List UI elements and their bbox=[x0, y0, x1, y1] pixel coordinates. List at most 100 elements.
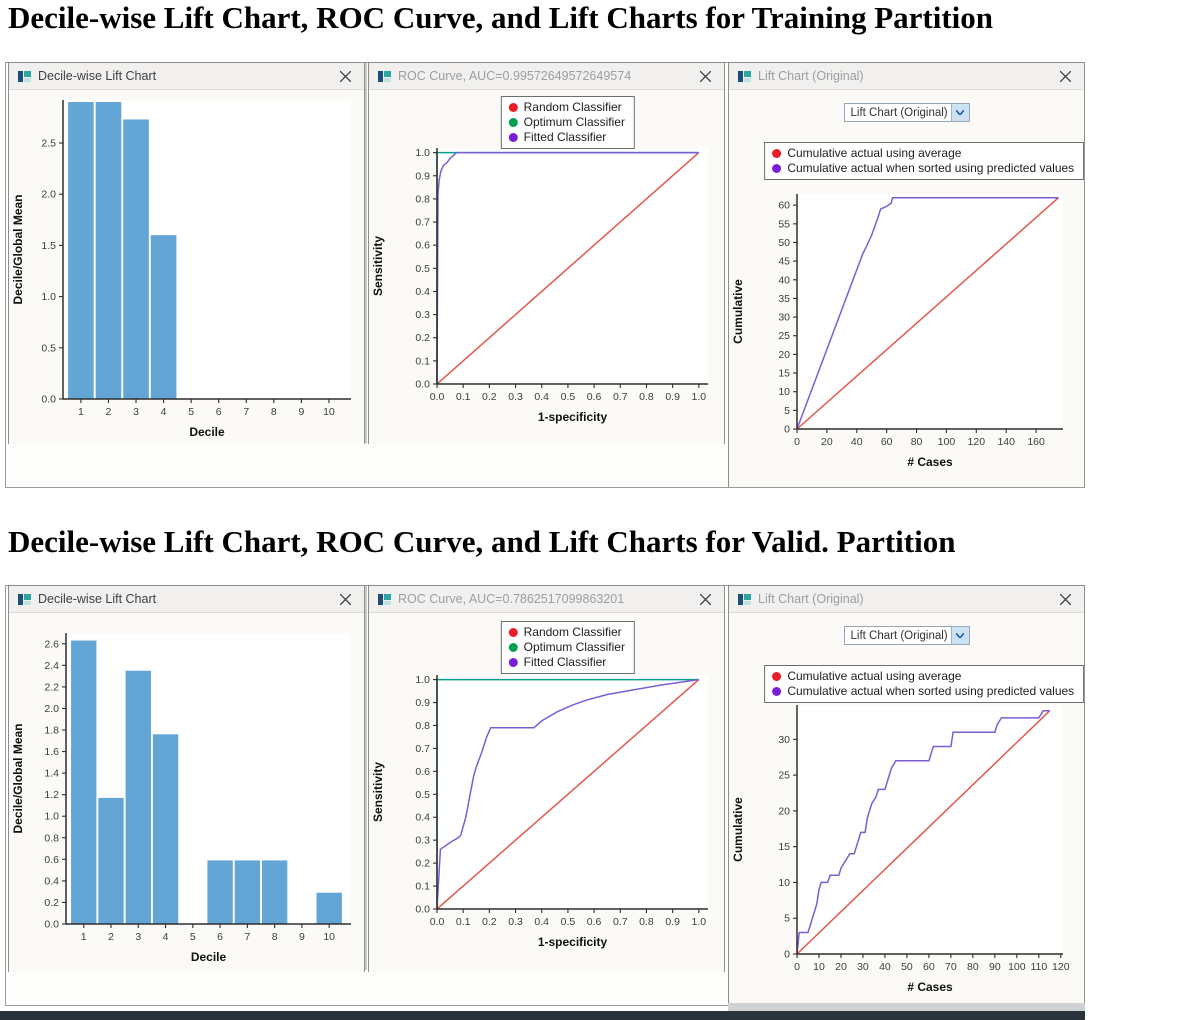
svg-text:9: 9 bbox=[299, 931, 305, 943]
close-icon[interactable] bbox=[695, 66, 715, 86]
roc-chart-validation: 0.0 0.1 0.2 0.3 0.4 0.5 0.6 0.7 0.8 0.9 1.0 0.0 0.1 0… bbox=[371, 674, 708, 949]
chevron-down-icon bbox=[950, 104, 969, 121]
svg-text:10: 10 bbox=[323, 406, 335, 418]
svg-text:8: 8 bbox=[271, 406, 277, 418]
lift-legend: Cumulative actual using average Cumulati… bbox=[764, 142, 1085, 180]
window-lift-validation: Lift Chart (Original) Lift Chart (Origin… bbox=[728, 585, 1085, 1003]
window-titlebar[interactable]: Decile-wise Lift Chart bbox=[9, 63, 364, 89]
svg-text:55: 55 bbox=[778, 218, 790, 230]
lift-chart-type-dropdown[interactable]: Lift Chart (Original) bbox=[843, 626, 970, 645]
svg-text:5: 5 bbox=[188, 406, 194, 418]
svg-text:0.5: 0.5 bbox=[415, 789, 430, 801]
svg-text:35: 35 bbox=[778, 293, 790, 305]
svg-text:1.6: 1.6 bbox=[44, 746, 59, 758]
svg-text:0.6: 0.6 bbox=[415, 240, 430, 252]
svg-text:9: 9 bbox=[298, 406, 304, 418]
svg-text:0.3: 0.3 bbox=[508, 391, 523, 403]
svg-text:0.9: 0.9 bbox=[415, 170, 430, 182]
svg-text:40: 40 bbox=[879, 961, 891, 973]
close-icon[interactable] bbox=[1055, 66, 1075, 86]
svg-text:0.8: 0.8 bbox=[415, 193, 430, 205]
lift-chart-validation: 0 10 20 30 40 50 60 70 80 90 100 110 120 0 5 10 15 20 25 30… bbox=[731, 705, 1070, 994]
svg-text:2.5: 2.5 bbox=[41, 138, 56, 150]
svg-text:2.2: 2.2 bbox=[44, 681, 59, 693]
svg-text:3: 3 bbox=[133, 406, 139, 418]
svg-text:1-specificity: 1-specificity bbox=[538, 935, 608, 949]
svg-text:0.1: 0.1 bbox=[415, 881, 430, 893]
window-titlebar[interactable]: Lift Chart (Original) bbox=[729, 63, 1084, 89]
close-icon[interactable] bbox=[335, 66, 355, 86]
svg-text:0: 0 bbox=[794, 961, 800, 973]
svg-text:2.4: 2.4 bbox=[44, 660, 59, 672]
bottom-gray-strip bbox=[728, 1003, 1085, 1011]
svg-text:4: 4 bbox=[163, 931, 169, 943]
svg-text:15: 15 bbox=[778, 841, 790, 853]
roc-legend: Random Classifier Optimum Classifier Fit… bbox=[500, 96, 635, 149]
legend-label: Random Classifier bbox=[523, 100, 622, 114]
legend-label: Random Classifier bbox=[523, 625, 622, 639]
heading-training-partition: Decile-wise Lift Chart, ROC Curve, and L… bbox=[8, 0, 994, 35]
legend-dot bbox=[772, 672, 782, 681]
svg-text:120: 120 bbox=[968, 436, 986, 448]
svg-text:10: 10 bbox=[778, 386, 790, 398]
lift-chart-type-dropdown[interactable]: Lift Chart (Original) bbox=[843, 103, 970, 122]
svg-text:0.0: 0.0 bbox=[415, 904, 430, 916]
window-titlebar[interactable]: ROC Curve, AUC=0.99572649572649574 bbox=[369, 63, 724, 89]
bottom-dark-bar bbox=[0, 1011, 1085, 1020]
svg-text:1: 1 bbox=[78, 406, 84, 418]
close-icon[interactable] bbox=[1055, 589, 1075, 609]
svg-text:0.6: 0.6 bbox=[587, 391, 602, 403]
window-roc-training: ROC Curve, AUC=0.99572649572649574 Rando… bbox=[368, 62, 725, 444]
svg-text:Decile: Decile bbox=[189, 425, 225, 439]
svg-text:1.2: 1.2 bbox=[44, 789, 59, 801]
svg-text:0.0: 0.0 bbox=[44, 919, 59, 931]
roc-chart-training: 0.0 0.1 0.2 0.3 0.4 0.5 0.6 0.7 0.8 0.9 1.0 0.0 0.1 0… bbox=[371, 147, 708, 424]
window-title: Decile-wise Lift Chart bbox=[38, 592, 157, 606]
legend-dot bbox=[772, 164, 782, 173]
svg-text:30: 30 bbox=[778, 312, 790, 324]
svg-text:Cumulative: Cumulative bbox=[731, 797, 745, 862]
svg-text:160: 160 bbox=[1027, 436, 1045, 448]
svg-text:30: 30 bbox=[857, 961, 869, 973]
svg-text:10: 10 bbox=[778, 877, 790, 889]
svg-text:45: 45 bbox=[778, 256, 790, 268]
svg-text:0.8: 0.8 bbox=[639, 391, 654, 403]
window-title: Lift Chart (Original) bbox=[758, 69, 864, 83]
svg-text:5: 5 bbox=[784, 913, 790, 925]
window-titlebar[interactable]: Lift Chart (Original) bbox=[729, 586, 1084, 612]
svg-text:6: 6 bbox=[216, 406, 222, 418]
legend-label: Cumulative actual when sorted using pred… bbox=[787, 684, 1075, 698]
svg-text:0.7: 0.7 bbox=[415, 217, 430, 229]
legend-dot bbox=[772, 687, 782, 696]
svg-text:0.1: 0.1 bbox=[456, 916, 471, 928]
window-title: ROC Curve, AUC=0.7862517099863201 bbox=[398, 592, 625, 606]
svg-text:1: 1 bbox=[81, 931, 87, 943]
svg-text:0.4: 0.4 bbox=[534, 391, 549, 403]
background-scrollbar-strip bbox=[364, 586, 367, 970]
legend-dot bbox=[508, 628, 518, 637]
chart-area: 1 2 3 4 5 6 7 8 9 10 0.0 0.2 0.4 0.6 0.8 1.0 1.2 1.4 1.6 1.… bbox=[9, 612, 364, 972]
legend-label: Optimum Classifier bbox=[523, 115, 625, 129]
svg-text:0.4: 0.4 bbox=[44, 875, 59, 887]
window-titlebar[interactable]: Decile-wise Lift Chart bbox=[9, 586, 364, 612]
chart-window-icon bbox=[378, 593, 391, 606]
svg-text:80: 80 bbox=[967, 961, 979, 973]
svg-text:7: 7 bbox=[243, 406, 249, 418]
window-titlebar[interactable]: ROC Curve, AUC=0.7862517099863201 bbox=[369, 586, 724, 612]
svg-text:# Cases: # Cases bbox=[907, 455, 953, 469]
svg-text:100: 100 bbox=[938, 436, 956, 448]
svg-text:20: 20 bbox=[778, 805, 790, 817]
dropdown-value: Lift Chart (Original) bbox=[850, 629, 948, 642]
legend-dot bbox=[772, 149, 782, 158]
decile-lift-bar-chart-validation: 1 2 3 4 5 6 7 8 9 10 0.0 0.2 0.4 0.6 0.8 1.0 1.2 1.4 1.6 1.… bbox=[11, 633, 351, 964]
close-icon[interactable] bbox=[695, 589, 715, 609]
window-title: Lift Chart (Original) bbox=[758, 592, 864, 606]
svg-text:0.7: 0.7 bbox=[613, 391, 628, 403]
svg-text:40: 40 bbox=[778, 274, 790, 286]
close-icon[interactable] bbox=[335, 589, 355, 609]
svg-text:110: 110 bbox=[1030, 961, 1047, 973]
svg-text:Cumulative: Cumulative bbox=[731, 279, 745, 344]
svg-text:140: 140 bbox=[997, 436, 1015, 448]
svg-text:100: 100 bbox=[1008, 961, 1026, 973]
svg-text:1.5: 1.5 bbox=[41, 240, 56, 252]
